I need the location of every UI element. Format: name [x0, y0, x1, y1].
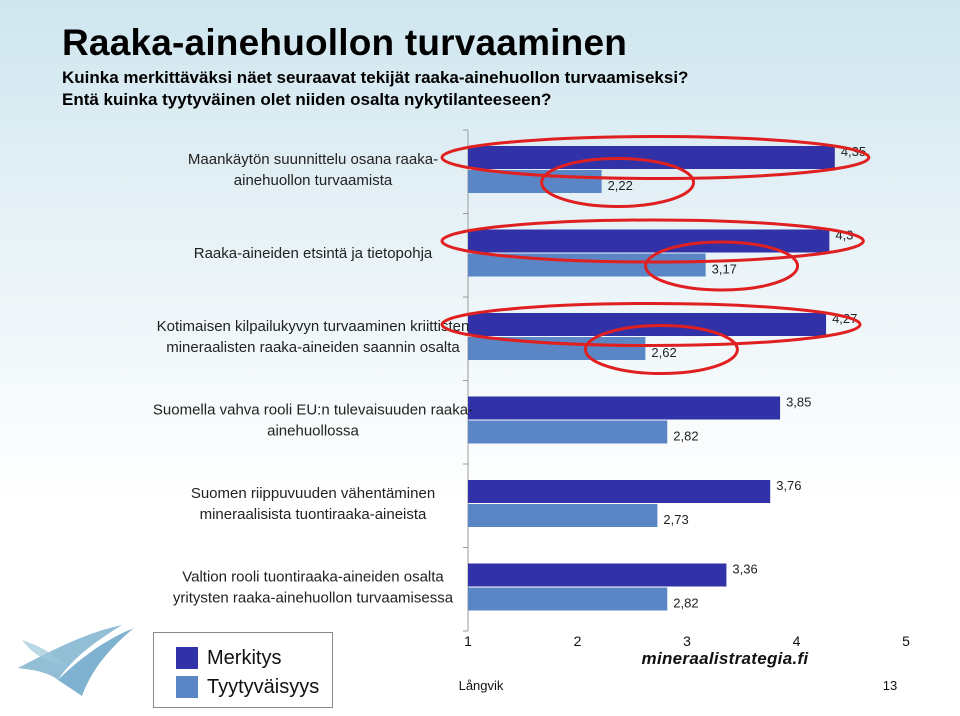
bird-logo-icon	[18, 625, 134, 696]
bar-merkitys	[468, 480, 771, 503]
category-label: Suomen riippuvuuden vähentäminen	[191, 485, 435, 502]
bar-tyytyvaisyys	[468, 587, 668, 611]
category-label: Raaka-aineiden etsintä ja tietopohja	[194, 245, 433, 262]
data-label-merkitys: 3,76	[776, 478, 801, 493]
x-tick-label: 1	[464, 633, 472, 649]
category-label: mineraalisten raaka-aineiden saannin osa…	[166, 339, 460, 356]
author-text: Långvik	[459, 678, 504, 693]
bar-merkitys	[468, 146, 835, 169]
highlight-ellipse-merkitys	[440, 218, 865, 264]
legend-swatch-merkitys	[176, 647, 198, 669]
subtitle-line-2: Entä kuinka tyytyväinen olet niiden osal…	[62, 90, 552, 109]
legend-item-merkitys: Merkitys	[176, 646, 281, 670]
legend-label-tyytyvaisyys: Tyytyväisyys	[207, 675, 320, 698]
data-label-tyytyvaisyys: 2,73	[663, 512, 688, 527]
bar-tyytyvaisyys	[468, 420, 668, 444]
bar-tyytyvaisyys	[468, 504, 658, 527]
x-tick-label: 4	[793, 633, 801, 649]
highlight-ellipse-merkitys	[440, 135, 871, 180]
data-label-merkitys: 3,85	[786, 395, 811, 410]
data-label-tyytyvaisyys: 2,82	[673, 429, 698, 444]
subtitle-line-1: Kuinka merkittäväksi näet seuraavat teki…	[62, 68, 689, 87]
data-label-tyytyvaisyys: 3,17	[712, 262, 737, 277]
highlight-ellipse-tyytyvaisyys	[644, 240, 800, 292]
category-label: ainehuollon turvaamista	[234, 172, 393, 189]
page-number: 13	[883, 678, 897, 693]
x-tick-label: 3	[683, 633, 691, 649]
legend-swatch-tyytyvaisyys	[176, 676, 198, 698]
data-label-tyytyvaisyys: 2,82	[673, 596, 698, 611]
highlight-ellipse-tyytyvaisyys	[583, 324, 739, 375]
data-label-merkitys: 3,36	[732, 562, 757, 577]
category-label: Suomella vahva rooli EU:n tulevaisuuden …	[153, 402, 473, 419]
bar-tyytyvaisyys	[468, 337, 646, 360]
chart-legend: Merkitys Tyytyväisyys	[153, 632, 333, 708]
brand-text: mineraalistrategia.fi	[642, 649, 810, 668]
highlight-ellipse-merkitys	[440, 302, 862, 347]
data-label-tyytyvaisyys: 2,62	[651, 345, 676, 360]
page-title: Raaka-ainehuollon turvaaminen	[62, 22, 628, 63]
category-label: Kotimaisen kilpailukyvyn turvaaminen kri…	[157, 318, 470, 335]
highlight-ellipse-tyytyvaisyys	[540, 157, 696, 208]
data-label-tyytyvaisyys: 2,22	[608, 178, 633, 193]
bar-merkitys	[468, 563, 727, 587]
legend-label-merkitys: Merkitys	[207, 646, 282, 669]
bar-merkitys	[468, 396, 781, 420]
legend-item-tyytyvaisyys: Tyytyväisyys	[176, 675, 319, 699]
category-label: yritysten raaka-ainehuollon turvaamisess…	[173, 590, 454, 607]
x-tick-label: 5	[902, 633, 910, 649]
bar-merkitys	[468, 229, 830, 253]
category-label: ainehuollossa	[267, 423, 359, 440]
category-label: mineraalisista tuontiraaka-aineista	[200, 506, 427, 523]
x-tick-label: 2	[574, 633, 582, 649]
category-label: Maankäytön suunnittelu osana raaka-	[188, 151, 438, 168]
category-label: Valtion rooli tuontiraaka-aineiden osalt…	[182, 569, 444, 586]
